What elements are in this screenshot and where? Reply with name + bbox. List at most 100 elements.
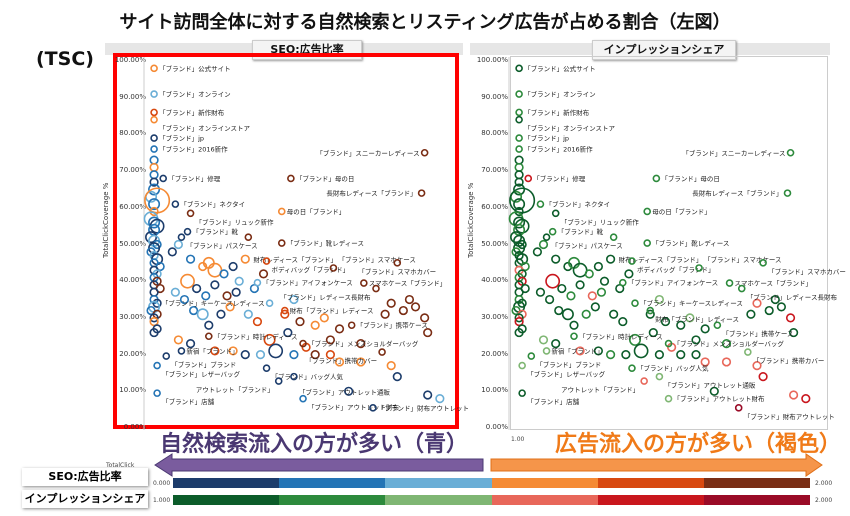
data-point[interactable] — [700, 357, 710, 367]
data-point[interactable] — [219, 269, 229, 279]
data-point[interactable] — [752, 298, 762, 308]
data-point[interactable] — [201, 291, 211, 301]
data-point[interactable] — [148, 216, 161, 229]
labeled-data-point[interactable] — [393, 259, 402, 267]
labeled-data-point[interactable] — [277, 239, 286, 247]
data-point[interactable] — [633, 343, 649, 359]
labeled-data-point[interactable] — [280, 306, 289, 315]
labeled-data-point[interactable] — [277, 207, 286, 216]
data-point[interactable] — [569, 320, 579, 330]
data-point[interactable] — [423, 390, 433, 400]
data-point[interactable] — [185, 254, 196, 264]
data-point[interactable] — [234, 276, 244, 286]
data-point[interactable] — [596, 287, 607, 297]
data-point[interactable] — [624, 269, 634, 279]
data-point[interactable] — [587, 291, 597, 301]
data-point[interactable] — [752, 361, 762, 371]
data-point[interactable] — [228, 261, 238, 272]
data-point[interactable] — [551, 338, 561, 349]
labeled-data-point[interactable] — [515, 108, 523, 117]
data-point[interactable] — [210, 346, 220, 356]
data-point[interactable] — [189, 305, 199, 316]
labeled-data-point[interactable] — [518, 361, 526, 370]
labeled-data-point[interactable] — [153, 389, 161, 397]
data-point[interactable] — [252, 316, 263, 327]
labeled-data-point[interactable] — [262, 364, 271, 372]
labeled-data-point[interactable] — [153, 361, 161, 370]
data-point[interactable] — [228, 346, 238, 356]
data-point[interactable] — [538, 239, 549, 250]
labeled-data-point[interactable] — [643, 207, 652, 216]
data-point[interactable] — [535, 287, 546, 297]
data-point[interactable] — [770, 294, 780, 305]
data-point[interactable] — [356, 357, 366, 367]
labeled-data-point[interactable] — [631, 299, 639, 308]
data-point[interactable] — [319, 313, 329, 323]
labeled-data-point[interactable] — [646, 306, 655, 315]
data-point[interactable] — [575, 280, 585, 290]
data-point[interactable] — [404, 294, 415, 305]
data-point[interactable] — [185, 338, 196, 349]
labeled-data-point[interactable] — [515, 134, 523, 142]
data-point[interactable] — [691, 335, 701, 345]
labeled-data-point[interactable] — [347, 321, 356, 330]
data-point[interactable] — [514, 177, 524, 187]
data-point[interactable] — [554, 305, 564, 316]
data-point[interactable] — [514, 316, 524, 327]
data-point[interactable] — [514, 287, 524, 297]
data-point[interactable] — [386, 298, 396, 308]
data-point[interactable] — [310, 350, 320, 360]
data-point[interactable] — [590, 302, 600, 312]
data-point[interactable] — [398, 305, 408, 316]
data-point[interactable] — [676, 350, 686, 360]
data-point[interactable] — [148, 198, 161, 211]
data-point[interactable] — [192, 283, 202, 294]
data-point[interactable] — [628, 333, 641, 346]
labeled-data-point[interactable] — [290, 372, 298, 381]
data-point[interactable] — [167, 247, 177, 257]
data-point[interactable] — [566, 291, 576, 301]
labeled-data-point[interactable] — [640, 377, 648, 385]
data-point[interactable] — [788, 327, 799, 338]
data-point[interactable] — [721, 357, 732, 367]
data-point[interactable] — [149, 316, 159, 327]
labeled-data-point[interactable] — [542, 347, 551, 355]
data-point[interactable] — [179, 294, 190, 305]
labeled-data-point[interactable] — [150, 145, 158, 153]
labeled-data-point[interactable] — [329, 264, 338, 272]
data-point[interactable] — [654, 350, 665, 360]
labeled-data-point[interactable] — [150, 115, 158, 124]
labeled-data-point[interactable] — [618, 278, 627, 287]
labeled-data-point[interactable] — [551, 209, 560, 218]
data-point[interactable] — [517, 298, 527, 308]
data-point[interactable] — [514, 327, 524, 338]
data-point[interactable] — [538, 335, 549, 345]
labeled-data-point[interactable] — [652, 174, 661, 183]
data-point[interactable] — [268, 343, 284, 359]
data-point[interactable] — [222, 291, 232, 301]
data-point[interactable] — [758, 372, 768, 382]
data-point[interactable] — [551, 254, 561, 264]
data-point[interactable] — [149, 177, 159, 187]
data-point[interactable] — [544, 294, 555, 305]
data-point[interactable] — [510, 231, 523, 244]
data-point[interactable] — [599, 276, 610, 286]
labeled-data-point[interactable] — [420, 148, 429, 157]
data-point[interactable] — [423, 327, 433, 338]
labeled-data-point[interactable] — [265, 299, 274, 308]
labeled-data-point[interactable] — [369, 404, 377, 412]
data-point[interactable] — [557, 283, 567, 294]
labeled-data-point[interactable] — [725, 279, 734, 287]
data-point[interactable] — [776, 302, 787, 312]
data-point[interactable] — [263, 333, 276, 346]
data-point[interactable] — [618, 316, 628, 327]
labeled-data-point[interactable] — [186, 209, 195, 218]
labeled-data-point[interactable] — [372, 284, 380, 293]
labeled-data-point[interactable] — [287, 174, 295, 183]
data-point[interactable] — [801, 394, 811, 404]
data-point[interactable] — [561, 308, 574, 321]
tab-impression-share[interactable]: インプレッションシェア — [592, 40, 736, 60]
data-point[interactable] — [243, 309, 253, 319]
data-point[interactable] — [575, 346, 585, 356]
labeled-data-point[interactable] — [253, 278, 262, 287]
